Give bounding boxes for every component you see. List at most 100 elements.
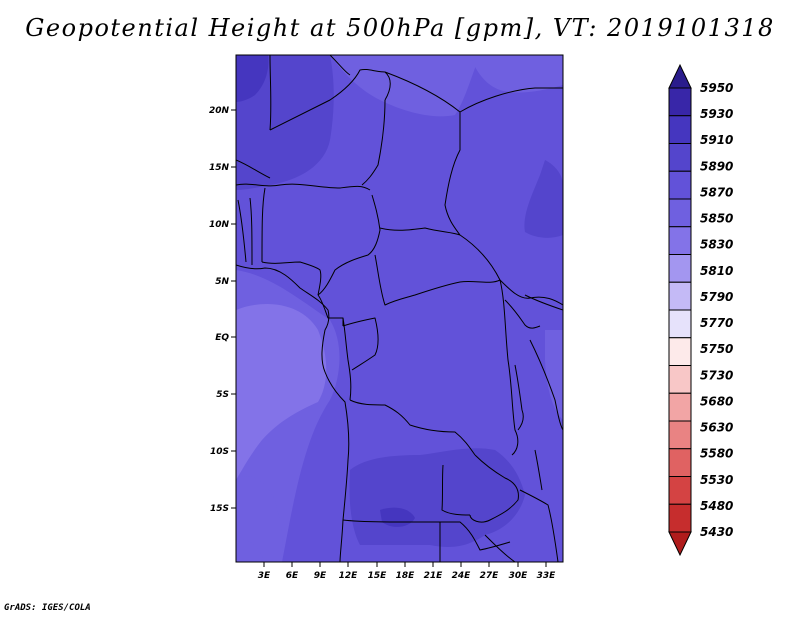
field-region-5850-bottom-left (236, 539, 264, 562)
colorbar-segment (668, 337, 692, 366)
border-angola-zambia (441, 464, 471, 516)
x-tick-label-12e: 12E (339, 571, 359, 581)
border-egypt-sudan (459, 87, 563, 113)
x-axis: 3E 6E 9E 12E 15E 18E 21E 24E 27E 30E 33E (258, 562, 556, 581)
map-title: Geopotential Height at 500hPa [gpm], VT:… (25, 14, 775, 42)
field-region-5830-southwest (236, 304, 327, 480)
border-libya-chad (384, 71, 461, 113)
x-tick-label-33e: 33E (537, 571, 557, 581)
colorbar-label: 5630 (700, 421, 733, 435)
border-zambia (469, 454, 519, 523)
border-car-south (374, 254, 501, 306)
colorbar-segment (668, 392, 692, 422)
colorbar-segment (668, 365, 692, 394)
field-region-5850-northeast (470, 55, 563, 93)
x-tick-label-15e: 15E (368, 571, 388, 581)
colorbar-segment (668, 309, 692, 339)
border-lake-tanganyika (514, 364, 524, 431)
colorbar-segment (668, 226, 692, 255)
y-tick-label-5n: 5N (215, 277, 229, 287)
border-algeria (269, 55, 272, 131)
colorbar-label: 5950 (700, 81, 733, 95)
colorbar-label: 5850 (700, 212, 733, 226)
border-zimbabwe (484, 534, 516, 562)
border-niger-north (269, 68, 391, 131)
border-kenya-ethiopia (524, 294, 563, 311)
x-tick-label-30e: 30E (509, 571, 529, 581)
border-congo (342, 317, 379, 371)
y-tick-label-20n: 20N (209, 106, 230, 116)
colorbar-label: 5680 (700, 394, 733, 408)
border-tanzania (529, 339, 563, 431)
colorbar-label: 5730 (700, 368, 733, 382)
field-region-5850-southeast (545, 330, 563, 420)
border-nigeria-east (317, 194, 381, 296)
border-ghana (237, 199, 247, 263)
height-field (236, 55, 563, 562)
colorbar-segment (668, 503, 692, 533)
y-tick-label-eq: EQ (215, 333, 229, 343)
colorbar-segment (668, 254, 692, 283)
field-region-5850-lower-left (236, 476, 283, 562)
x-tick-label-18e: 18E (396, 571, 416, 581)
y-axis: 20N 15N 10N 5N EQ 5S 10S 15S (209, 106, 236, 514)
field-region-5890-east (524, 160, 563, 238)
colorbar-label: 5430 (700, 525, 733, 539)
border-sudan-south (459, 234, 563, 306)
border-chad-sudan (444, 112, 461, 236)
border-nigeria-niger (236, 183, 371, 191)
x-tick-label-27e: 27E (480, 571, 500, 581)
colorbar-segment (668, 143, 692, 172)
border-drc-east (499, 279, 519, 456)
colorbar-label: 5870 (700, 185, 733, 199)
border-gabon (342, 317, 352, 401)
colorbar-segment (668, 198, 692, 228)
colorbar-label: 5750 (700, 342, 733, 356)
x-tick-label-6e: 6E (286, 571, 299, 581)
colorbar-segment (668, 448, 692, 477)
colorbar-segment (668, 476, 692, 505)
country-borders (236, 55, 563, 562)
border-west-coast (236, 264, 350, 562)
field-region-5910-northwest-corner (236, 55, 269, 102)
y-tick-label-10s: 10S (210, 447, 229, 457)
colorbar-label: 5890 (700, 159, 733, 173)
y-tick-label-15n: 15N (209, 163, 230, 173)
border-cameroon (317, 294, 344, 326)
colorbar-segment (668, 420, 692, 450)
border-drc-angola (349, 399, 476, 456)
border-niger-chad (361, 99, 386, 186)
border-chad-car (379, 227, 461, 236)
y-tick-label-15s: 15S (210, 504, 229, 514)
colorbar-segment (668, 115, 692, 144)
border-nigeria-south (261, 261, 322, 296)
field-region-5850-north (330, 55, 480, 117)
colorbar-segment (668, 87, 692, 117)
x-tick-label-24e: 24E (452, 571, 472, 581)
border-lake-malawi (534, 449, 543, 491)
colorbar-label: 5580 (700, 447, 733, 461)
x-tick-label-21e: 21E (424, 571, 444, 581)
colorbar-label: 5930 (700, 107, 733, 121)
x-tick-label-3e: 3E (258, 571, 271, 581)
border-mozambique (519, 489, 559, 562)
grads-credit: GrADS: IGES/COLA (4, 603, 91, 613)
x-tick-label-9e: 9E (314, 571, 327, 581)
border-drc-uganda (504, 299, 541, 329)
colorbar-label: 5530 (700, 473, 733, 487)
border-benin (261, 187, 266, 263)
map-frame (235, 54, 564, 563)
colorbar-bottom-arrow (668, 531, 692, 557)
colorbar: 5950 5930 5910 5890 5870 5850 5830 5810 5790 5770… (668, 63, 733, 557)
colorbar-top-arrow (668, 63, 692, 89)
colorbar-segment (668, 281, 692, 311)
field-region-5870-southeast (470, 530, 563, 562)
border-namibia (342, 519, 511, 551)
colorbar-label: 5480 (700, 499, 733, 513)
y-tick-label-10n: 10N (209, 220, 230, 230)
colorbar-label: 5910 (700, 133, 733, 147)
border-libya-west (329, 55, 351, 76)
colorbar-label: 5770 (700, 316, 733, 330)
colorbar-segment (668, 170, 692, 200)
